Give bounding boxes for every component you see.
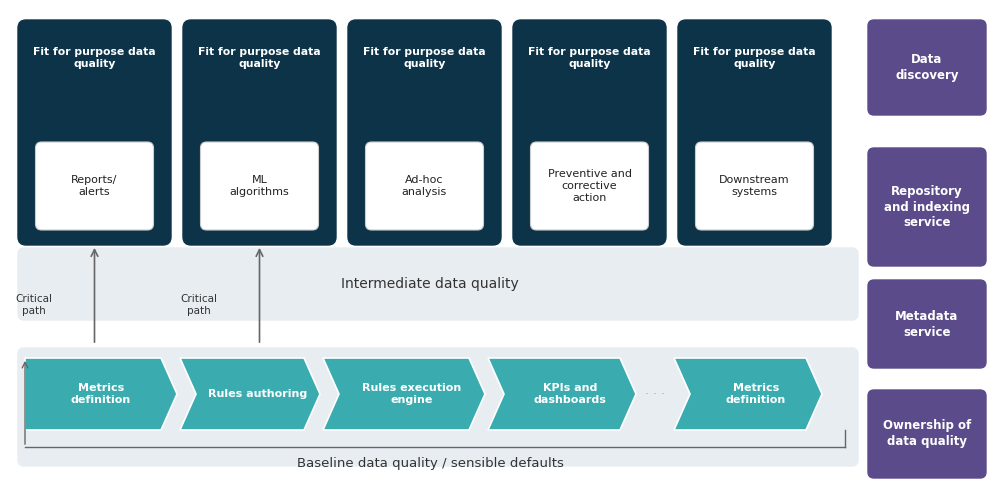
FancyBboxPatch shape: [36, 142, 154, 230]
Polygon shape: [674, 358, 822, 430]
Text: Critical
path: Critical path: [180, 294, 218, 316]
Text: Fit for purpose data
quality: Fit for purpose data quality: [198, 47, 321, 69]
FancyBboxPatch shape: [868, 280, 986, 368]
Text: Metrics
definition: Metrics definition: [726, 383, 786, 405]
Text: Fit for purpose data
quality: Fit for purpose data quality: [33, 47, 156, 69]
FancyBboxPatch shape: [868, 390, 986, 478]
Text: Ad-hoc
analysis: Ad-hoc analysis: [402, 175, 447, 197]
FancyBboxPatch shape: [366, 142, 484, 230]
Polygon shape: [25, 358, 177, 430]
Text: Fit for purpose data
quality: Fit for purpose data quality: [363, 47, 486, 69]
Polygon shape: [180, 358, 320, 430]
Text: Downstream
systems: Downstream systems: [719, 175, 790, 197]
Text: Repository
and indexing
service: Repository and indexing service: [884, 184, 970, 230]
FancyBboxPatch shape: [18, 20, 171, 245]
FancyBboxPatch shape: [200, 142, 318, 230]
FancyBboxPatch shape: [348, 20, 501, 245]
Text: KPIs and
dashboards: KPIs and dashboards: [534, 383, 606, 405]
Text: ML
algorithms: ML algorithms: [230, 175, 289, 197]
Text: Ownership of
data quality: Ownership of data quality: [883, 420, 971, 448]
FancyBboxPatch shape: [513, 20, 666, 245]
Text: Metrics
definition: Metrics definition: [71, 383, 131, 405]
Text: Fit for purpose data
quality: Fit for purpose data quality: [693, 47, 816, 69]
FancyBboxPatch shape: [183, 20, 336, 245]
FancyBboxPatch shape: [18, 348, 858, 466]
Text: Preventive and
corrective
action: Preventive and corrective action: [548, 168, 632, 203]
Text: Rules execution
engine: Rules execution engine: [362, 383, 462, 405]
Polygon shape: [488, 358, 636, 430]
Text: Fit for purpose data
quality: Fit for purpose data quality: [528, 47, 651, 69]
Text: Metadata
service: Metadata service: [895, 310, 959, 338]
FancyBboxPatch shape: [18, 248, 858, 320]
FancyBboxPatch shape: [678, 20, 831, 245]
Text: Data
discovery: Data discovery: [895, 53, 959, 82]
FancyBboxPatch shape: [868, 148, 986, 266]
Text: Intermediate data quality: Intermediate data quality: [341, 277, 519, 291]
Text: · · ·: · · ·: [645, 388, 665, 400]
FancyBboxPatch shape: [530, 142, 648, 230]
Text: Reports/
alerts: Reports/ alerts: [71, 175, 118, 197]
Polygon shape: [323, 358, 485, 430]
FancyBboxPatch shape: [868, 20, 986, 115]
FancyBboxPatch shape: [696, 142, 814, 230]
Text: Critical
path: Critical path: [16, 294, 52, 316]
Text: Rules authoring: Rules authoring: [208, 389, 308, 399]
Text: Baseline data quality / sensible defaults: Baseline data quality / sensible default…: [297, 456, 563, 469]
